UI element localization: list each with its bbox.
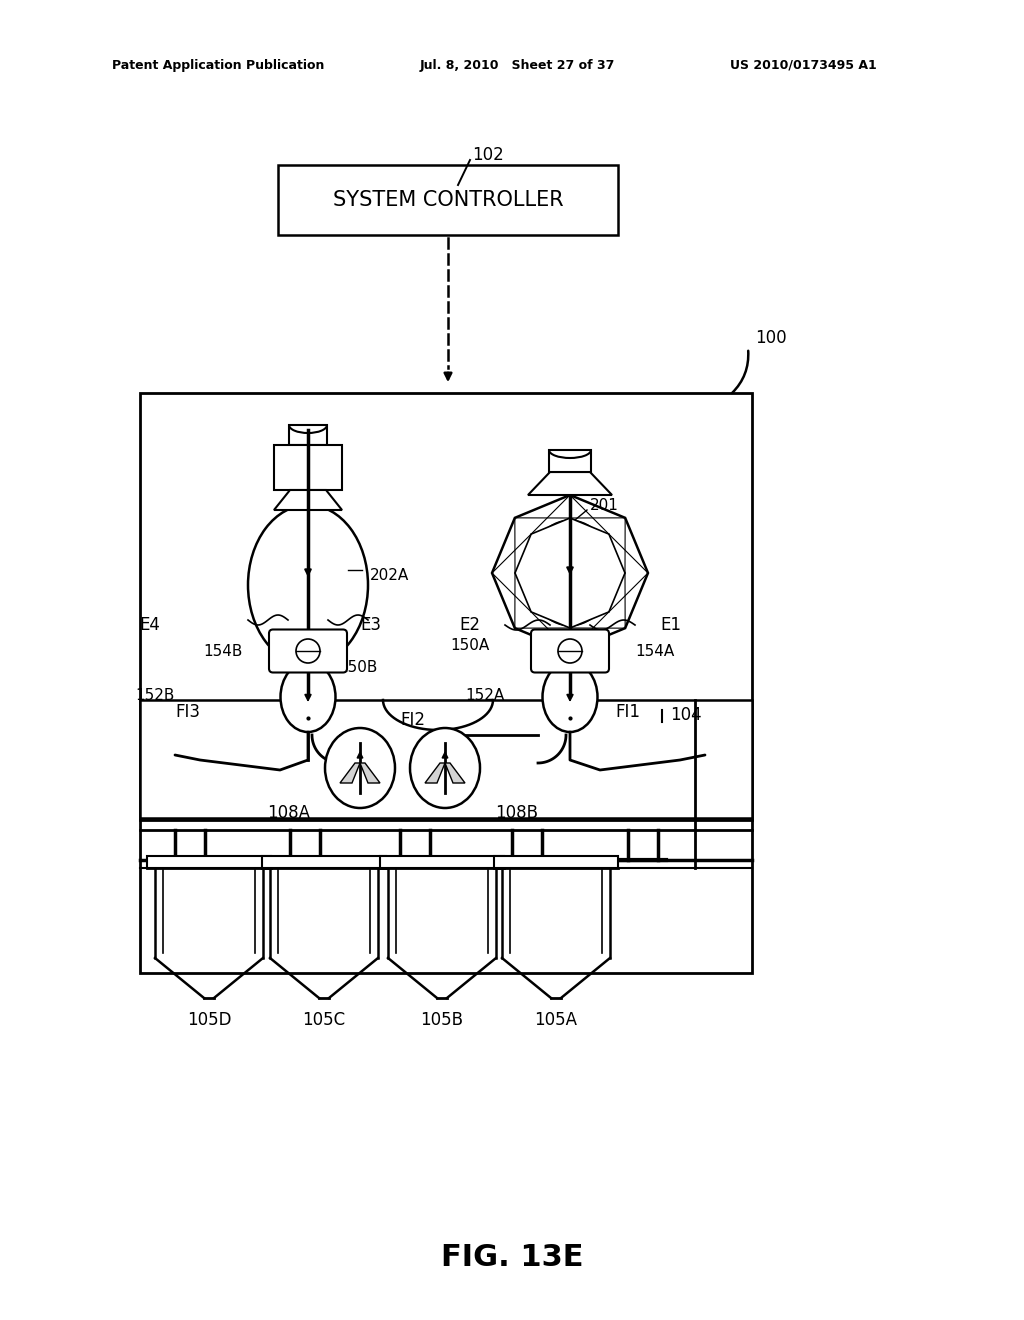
Text: E3: E3 — [360, 616, 381, 634]
Text: FI3: FI3 — [175, 704, 200, 721]
Bar — [140, 393, 752, 973]
Text: 104: 104 — [670, 706, 701, 723]
Polygon shape — [274, 490, 342, 510]
Polygon shape — [515, 517, 625, 628]
Text: E4: E4 — [139, 616, 160, 634]
Text: FI2: FI2 — [400, 711, 425, 729]
Text: US 2010/0173495 A1: US 2010/0173495 A1 — [730, 58, 877, 71]
Text: 150A: 150A — [451, 638, 490, 652]
Text: 152A: 152A — [466, 688, 505, 702]
FancyBboxPatch shape — [269, 630, 347, 672]
Text: 108A: 108A — [267, 804, 310, 822]
Text: FIG. 13E: FIG. 13E — [440, 1243, 584, 1272]
Bar — [289, 425, 327, 445]
Text: 201: 201 — [590, 498, 618, 512]
Polygon shape — [445, 763, 465, 783]
Circle shape — [296, 639, 319, 663]
Ellipse shape — [527, 520, 612, 626]
Text: 150B: 150B — [339, 660, 378, 676]
Text: 105D: 105D — [186, 1011, 231, 1030]
Text: Patent Application Publication: Patent Application Publication — [112, 58, 325, 71]
Bar — [549, 450, 591, 473]
Bar — [262, 855, 386, 869]
Text: 105B: 105B — [421, 1011, 464, 1030]
Text: E2: E2 — [459, 616, 480, 634]
Ellipse shape — [410, 729, 480, 808]
Text: 154A: 154A — [635, 644, 674, 659]
Text: 105C: 105C — [302, 1011, 345, 1030]
Text: E1: E1 — [660, 616, 681, 634]
Polygon shape — [340, 763, 360, 783]
Text: 202A: 202A — [370, 568, 410, 582]
Bar — [380, 855, 504, 869]
Polygon shape — [528, 473, 612, 495]
Ellipse shape — [248, 506, 368, 665]
Ellipse shape — [543, 663, 597, 733]
Ellipse shape — [281, 663, 336, 733]
Bar — [274, 445, 342, 490]
Circle shape — [558, 639, 582, 663]
Bar — [140, 700, 752, 818]
Text: 105A: 105A — [535, 1011, 578, 1030]
Text: 102: 102 — [472, 147, 504, 164]
Text: FI1: FI1 — [615, 704, 640, 721]
Polygon shape — [492, 495, 648, 651]
Bar — [494, 855, 618, 869]
Bar — [278, 165, 618, 235]
Text: 152B: 152B — [135, 688, 175, 702]
Text: Jul. 8, 2010   Sheet 27 of 37: Jul. 8, 2010 Sheet 27 of 37 — [420, 58, 615, 71]
Bar — [147, 855, 271, 869]
Ellipse shape — [325, 729, 395, 808]
Text: 100: 100 — [755, 329, 786, 347]
Polygon shape — [360, 763, 380, 783]
FancyBboxPatch shape — [531, 630, 609, 672]
Text: 108B: 108B — [495, 804, 538, 822]
Text: 154B: 154B — [204, 644, 243, 659]
Polygon shape — [425, 763, 445, 783]
Text: SYSTEM CONTROLLER: SYSTEM CONTROLLER — [333, 190, 563, 210]
